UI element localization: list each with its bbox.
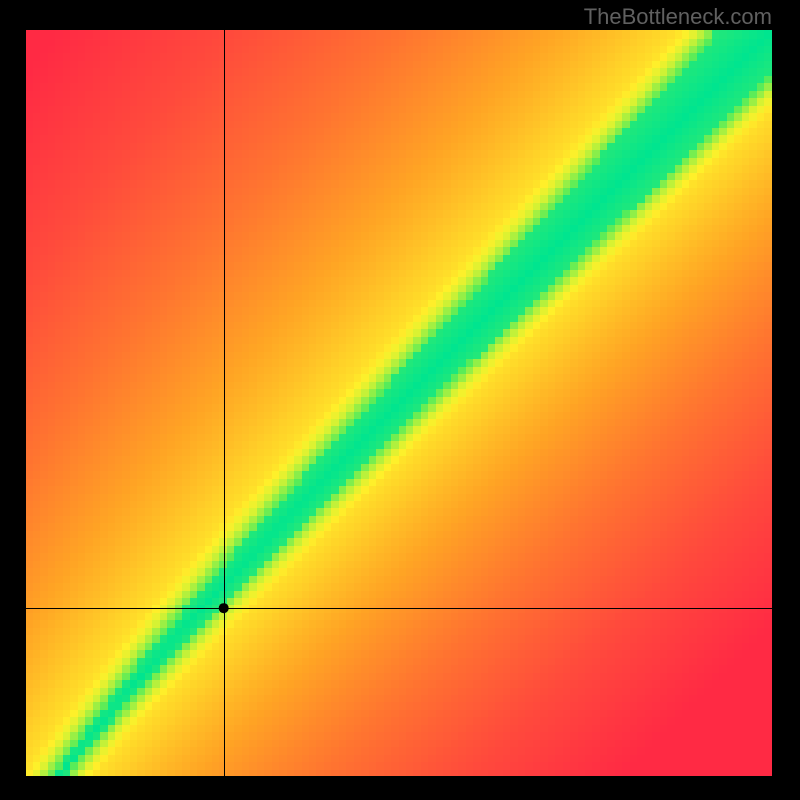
- heatmap-canvas: [26, 30, 772, 776]
- watermark-text: TheBottleneck.com: [584, 4, 772, 30]
- chart-frame: TheBottleneck.com: [0, 0, 800, 800]
- plot-area: [26, 30, 772, 776]
